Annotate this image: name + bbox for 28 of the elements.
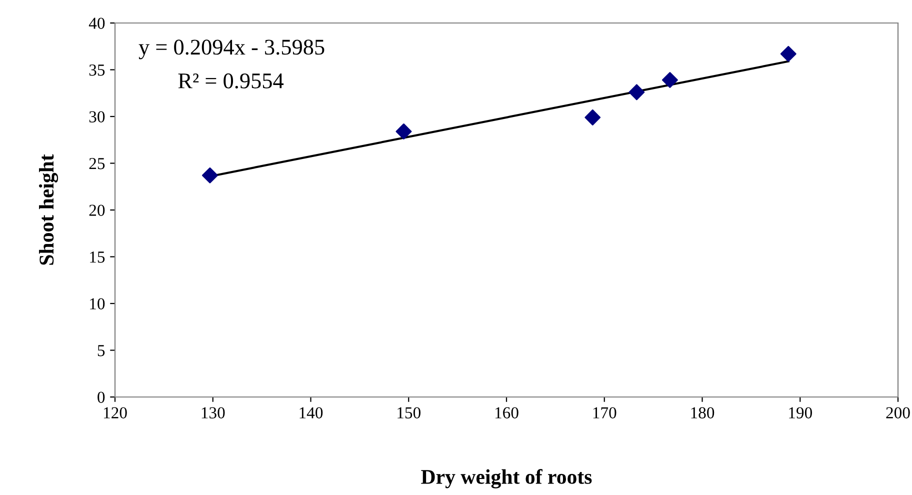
x-tick-label: 160 xyxy=(495,407,518,418)
x-tick-label: 180 xyxy=(691,407,714,418)
x-tick-label: 120 xyxy=(104,407,127,418)
point xyxy=(584,109,601,126)
x-tick-label: 200 xyxy=(886,407,910,418)
y-tick-label: 40 xyxy=(88,18,105,29)
point xyxy=(202,167,218,184)
annotation: y = 0.2094x - 3.5985 xyxy=(138,40,324,60)
point xyxy=(662,72,678,88)
y-tick-label: 5 xyxy=(98,345,105,356)
x-tick-label: 170 xyxy=(593,407,616,418)
point xyxy=(628,84,645,100)
y-tick-label: 30 xyxy=(89,111,105,122)
annotation: R² = 0.9554 xyxy=(178,73,284,88)
y-tick-label: 15 xyxy=(90,252,105,263)
y-tick-label: 10 xyxy=(90,298,105,310)
y-tick-label: 20 xyxy=(89,204,105,216)
x-tick-label: 190 xyxy=(789,407,812,418)
y-tick-label: 35 xyxy=(89,64,105,76)
y-tick-label: 0 xyxy=(98,392,105,403)
point xyxy=(780,46,796,62)
x-tick-label: 130 xyxy=(202,407,225,418)
point xyxy=(396,123,412,140)
x-tick-label: 140 xyxy=(300,407,323,418)
y-tick-label: 25 xyxy=(89,158,105,170)
y-axis-title: Shoot height xyxy=(39,154,58,265)
x-axis-title: Dry weight of roots xyxy=(421,469,592,488)
x-tick-label: 150 xyxy=(398,407,420,418)
